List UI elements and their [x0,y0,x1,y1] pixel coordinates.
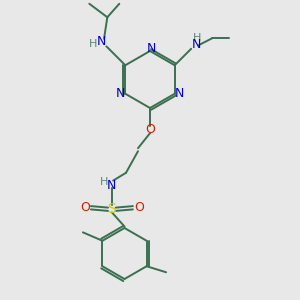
Text: H: H [89,39,98,49]
Text: N: N [97,35,106,48]
Text: N: N [192,38,201,51]
Text: N: N [116,87,125,100]
Text: H: H [192,33,201,43]
Text: H: H [100,177,108,187]
Text: N: N [107,178,117,192]
Text: O: O [80,201,90,214]
Text: O: O [134,201,144,214]
Text: O: O [145,123,155,136]
Text: N: N [175,87,184,100]
Text: S: S [107,202,116,216]
Text: N: N [147,41,156,55]
